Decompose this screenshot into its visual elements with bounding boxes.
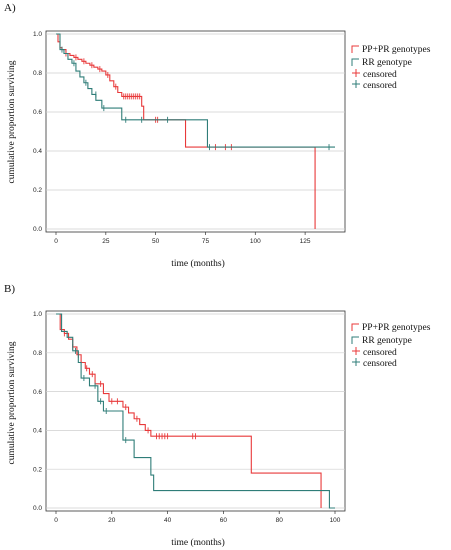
panel-a-label: A) [4,2,16,14]
legend-label-censored-ppr-a: censored [363,70,397,80]
y-tick-label-a: 1.0 [33,31,42,38]
plot-frame-a [45,30,346,233]
x-tick-label-a: 125 [300,238,311,245]
panel-b-label: B) [4,283,15,295]
y-tick-label-a: 0.8 [33,70,42,77]
x-tick-label-a: 75 [202,238,210,245]
legend-a: PP+PR genotypes RR genotype censored cen… [351,45,431,91]
x-tick-label-a: 0 [54,238,58,245]
x-tick-label-a: 50 [152,238,160,245]
legend-line-ppr-a [351,45,359,53]
y-tick-label-a: 0.4 [33,148,42,155]
legend-label-ppr-a: PP+PR genotypes [362,45,431,55]
x-axis-label-a: time (months) [171,258,225,269]
legend-label-rr-a: RR genotype [362,58,412,68]
x-tick-label-a: 25 [102,238,110,245]
y-tick-label-a: 0.6 [33,109,42,116]
y-tick-label-a: 0.0 [33,226,42,233]
y-tick-label-a: 0.2 [33,187,42,194]
legend-label-censored-rr-a: censored [363,81,397,91]
plot-area-a: 0.0 0.2 0.4 0.6 0.8 1.0 0 25 50 75 100 125 [33,30,346,245]
legend-line-rr-a [351,58,359,66]
y-axis-label-a: cumulative proportion surviving [7,60,17,183]
legend-censored-marker-rr-a [352,80,360,88]
legend-censored-marker-ppr-a [352,69,360,77]
survival-line-rr-a [56,33,335,148]
survival-line-ppr-a [56,33,316,229]
x-tick-label-a: 100 [250,238,261,245]
